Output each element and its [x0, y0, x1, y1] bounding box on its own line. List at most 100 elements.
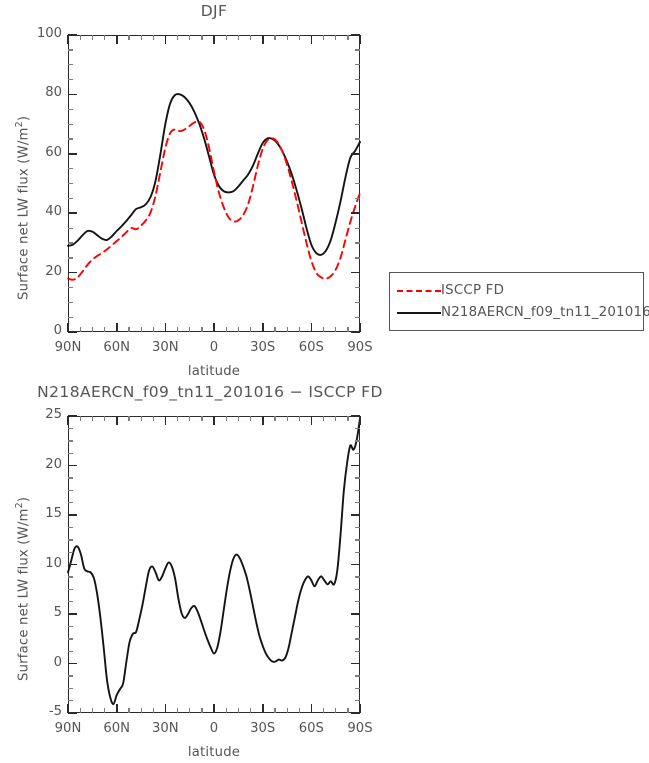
- x-tick-major: [310, 416, 313, 425]
- bottom-panel-curves: [67, 417, 361, 706]
- x-tick-minor: [335, 35, 337, 40]
- y-tick-label: 25: [45, 407, 62, 422]
- x-tick-minor: [91, 708, 94, 713]
- y-tick-major: [351, 153, 360, 155]
- x-tick-minor: [152, 416, 154, 421]
- y-tick-minor: [355, 625, 360, 628]
- x-tick-minor: [128, 708, 130, 713]
- y-tick-minor: [68, 526, 73, 529]
- x-tick-minor: [104, 708, 106, 713]
- y-tick-minor: [68, 576, 73, 578]
- x-tick-minor: [274, 708, 276, 713]
- y-tick-label: 80: [45, 85, 62, 101]
- x-tick-minor: [201, 35, 203, 40]
- x-tick-minor: [237, 327, 240, 332]
- legend-item-model[interactable]: N218AERCN_f09_tn11_201016: [397, 301, 649, 323]
- x-tick-minor: [128, 327, 130, 332]
- y-tick-minor: [68, 477, 73, 479]
- x-tick-minor: [298, 327, 300, 332]
- y-tick-minor: [68, 242, 73, 244]
- x-tick-minor: [177, 416, 179, 421]
- bottom-panel-y-axis-label-tail: ): [16, 496, 32, 503]
- x-tick-major: [261, 704, 264, 713]
- y-tick-major: [68, 212, 77, 215]
- x-tick-minor: [335, 327, 337, 332]
- legend-item-isccp[interactable]: ISCCP FD: [397, 279, 636, 301]
- series-line-isccp: [67, 120, 361, 281]
- top-panel-curves: [67, 93, 361, 281]
- x-tick-major: [359, 416, 361, 425]
- x-tick-minor: [335, 416, 337, 421]
- x-tick-minor: [128, 416, 130, 421]
- y-tick-minor: [355, 242, 360, 244]
- x-tick-label: 90S: [347, 340, 373, 355]
- x-tick-major: [213, 416, 215, 425]
- x-tick-label: 30N: [152, 340, 179, 355]
- x-tick-minor: [237, 35, 240, 40]
- x-tick-minor: [225, 416, 227, 421]
- y-tick-label: 60: [45, 144, 62, 160]
- x-tick-minor: [347, 35, 349, 40]
- y-tick-minor: [355, 316, 360, 318]
- y-tick-minor: [355, 452, 360, 454]
- x-tick-minor: [347, 416, 349, 421]
- x-tick-minor: [225, 35, 227, 40]
- x-tick-major: [213, 323, 215, 332]
- y-tick-minor: [68, 687, 73, 690]
- y-tick-minor: [68, 700, 73, 702]
- y-tick-minor: [355, 551, 360, 553]
- y-tick-label: 5: [53, 605, 62, 620]
- x-tick-minor: [237, 708, 240, 713]
- y-tick-minor: [68, 257, 73, 259]
- y-tick-minor: [68, 168, 73, 170]
- y-tick-minor: [355, 138, 360, 140]
- y-tick-label: 20: [45, 456, 62, 472]
- y-tick-label: 40: [45, 204, 62, 220]
- x-tick-minor: [91, 35, 94, 40]
- x-tick-minor: [201, 708, 203, 713]
- bottom-panel-plot-frame: [68, 416, 360, 713]
- legend-label-model: N218AERCN_f09_tn11_201016: [441, 304, 649, 320]
- y-tick-minor: [355, 440, 360, 442]
- x-tick-label: 0: [209, 340, 219, 355]
- bottom-panel-y-axis-label: Surface net LW flux (W/m2): [14, 497, 31, 681]
- y-tick-minor: [68, 489, 73, 492]
- x-tick-minor: [298, 35, 300, 40]
- x-tick-minor: [152, 708, 154, 713]
- y-tick-major: [351, 563, 360, 566]
- bottom-panel-x-axis-label: latitude: [187, 745, 241, 760]
- x-tick-major: [310, 704, 313, 713]
- y-tick-minor: [355, 49, 360, 51]
- top-panel-title: DJF: [200, 2, 228, 20]
- dashed-line-icon: [397, 284, 441, 296]
- y-tick-minor: [355, 257, 360, 259]
- y-tick-minor: [68, 227, 73, 229]
- x-tick-minor: [323, 35, 325, 40]
- x-tick-label: 30N: [152, 721, 179, 736]
- y-tick-label: -5: [48, 704, 62, 719]
- y-tick-minor: [68, 183, 73, 185]
- y-tick-major: [68, 514, 77, 516]
- y-tick-label: 100: [36, 26, 62, 41]
- x-tick-major: [261, 323, 264, 332]
- y-tick-major: [68, 464, 77, 467]
- y-tick-major: [68, 153, 77, 155]
- y-tick-minor: [355, 301, 360, 304]
- x-tick-minor: [104, 327, 106, 332]
- y-tick-minor: [355, 79, 360, 81]
- series-line-difference: [67, 417, 361, 706]
- y-tick-minor: [355, 687, 360, 690]
- y-tick-major: [68, 613, 77, 615]
- x-tick-label: 30S: [250, 721, 276, 736]
- y-tick-minor: [355, 576, 360, 578]
- y-tick-minor: [68, 601, 73, 603]
- x-tick-minor: [189, 416, 191, 421]
- x-tick-minor: [274, 35, 276, 40]
- x-tick-minor: [104, 35, 106, 40]
- y-tick-minor: [68, 316, 73, 318]
- x-tick-minor: [286, 708, 288, 713]
- x-tick-minor: [201, 327, 203, 332]
- x-tick-minor: [298, 708, 300, 713]
- x-tick-minor: [177, 35, 179, 40]
- y-tick-major: [68, 331, 77, 333]
